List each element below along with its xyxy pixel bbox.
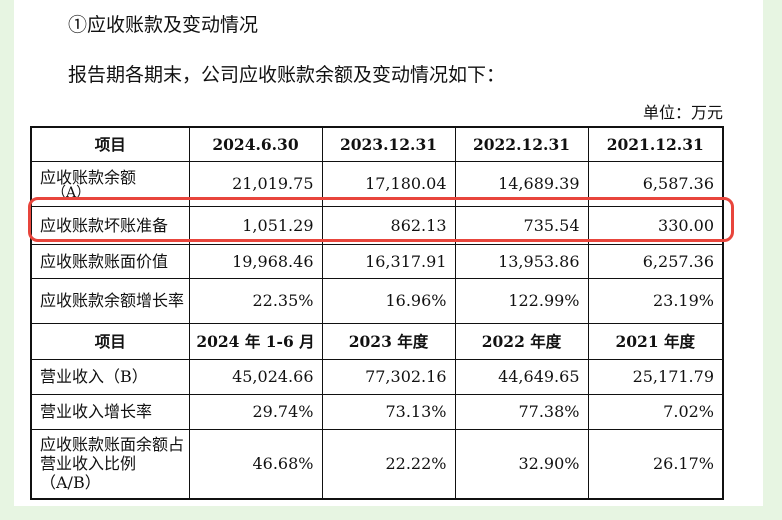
table-cell: 7.02%: [587, 393, 724, 430]
table-cell: 46.68%: [188, 428, 323, 500]
table-row: 营业收入增长率 29.74% 73.13% 77.38% 7.02%: [30, 393, 724, 430]
row-label-text: 应收账款余额: [40, 168, 137, 187]
table-cell: 13,953.86: [454, 243, 589, 279]
table-row: 应收账款账面余额占营业收入比例（A/B） 46.68% 22.22% 32.90…: [30, 428, 724, 500]
table-cell: 16.96%: [321, 277, 456, 324]
table-cell: 6,257.36: [587, 243, 724, 279]
header-cell: 2022.12.31: [454, 126, 589, 162]
table-cell: 19,968.46: [188, 243, 323, 279]
table-cell: 29.74%: [188, 393, 323, 430]
table-cell: 26.17%: [587, 428, 724, 500]
table-header-row: 项目 2024 年 1-6 月 2023 年度 2022 年度 2021 年度: [30, 322, 724, 360]
table-cell: 73.13%: [321, 393, 456, 430]
header-cell: 2022 年度: [454, 322, 589, 360]
header-cell: 项目: [30, 322, 190, 360]
header-cell: 2024.6.30: [188, 126, 323, 162]
row-label: 营业收入增长率: [30, 393, 190, 430]
row-label-tail: （A）: [52, 185, 91, 201]
unit-label: 单位：万元: [642, 103, 723, 122]
table-row: 应收账款余额增长率 22.35% 16.96% 122.99% 23.19%: [30, 277, 724, 324]
table-cell: 735.54: [454, 205, 589, 245]
table-cell: 1,051.29: [188, 205, 323, 245]
header-cell: 2023.12.31: [321, 126, 456, 162]
table-cell: 23.19%: [587, 277, 724, 324]
receivables-table: 项目 2024.6.30 2023.12.31 2022.12.31 2021.…: [30, 126, 724, 500]
table-cell: 14,689.39: [454, 160, 589, 207]
table-cell: 77,302.16: [321, 358, 456, 395]
table-row: 应收账款坏账准备 1,051.29 862.13 735.54 330.00: [30, 205, 724, 245]
table-cell: 17,180.04: [321, 160, 456, 207]
table-cell: 22.22%: [321, 428, 456, 500]
row-label: 应收账款余额增长率: [30, 277, 190, 324]
row-label: 应收账款坏账准备: [30, 205, 190, 245]
intro-paragraph: 报告期各期末，公司应收账款余额及变动情况如下：: [68, 64, 506, 86]
row-label: 营业收入（B）: [30, 358, 190, 395]
section-title: ①应收账款及变动情况: [68, 14, 259, 36]
header-cell: 2024 年 1-6 月: [188, 322, 323, 360]
table-cell: 44,649.65: [454, 358, 589, 395]
table-cell: 77.38%: [454, 393, 589, 430]
table-cell: 330.00: [587, 205, 724, 245]
table-row: 营业收入（B） 45,024.66 77,302.16 44,649.65 25…: [30, 358, 724, 395]
table-cell: 862.13: [321, 205, 456, 245]
table-cell: 16,317.91: [321, 243, 456, 279]
table-cell: 122.99%: [454, 277, 589, 324]
row-label: 应收账款余额 （A）: [30, 160, 190, 207]
table-cell: 22.35%: [188, 277, 323, 324]
table-cell: 45,024.66: [188, 358, 323, 395]
table-cell: 32.90%: [454, 428, 589, 500]
row-label: 应收账款账面价值: [30, 243, 190, 279]
header-cell: 2021 年度: [587, 322, 724, 360]
header-cell: 项目: [30, 126, 190, 162]
row-label: 应收账款账面余额占营业收入比例（A/B）: [30, 428, 190, 500]
header-cell: 2023 年度: [321, 322, 456, 360]
document-page: ①应收账款及变动情况 报告期各期末，公司应收账款余额及变动情况如下： 单位：万元…: [14, 0, 763, 506]
table-row: 应收账款余额 （A） 21,019.75 17,180.04 14,689.39…: [30, 160, 724, 207]
table-cell: 21,019.75: [188, 160, 323, 207]
header-cell: 2021.12.31: [587, 126, 724, 162]
table-cell: 6,587.36: [587, 160, 724, 207]
table-header-row: 项目 2024.6.30 2023.12.31 2022.12.31 2021.…: [30, 126, 724, 162]
table-cell: 25,171.79: [587, 358, 724, 395]
table-row: 应收账款账面价值 19,968.46 16,317.91 13,953.86 6…: [30, 243, 724, 279]
